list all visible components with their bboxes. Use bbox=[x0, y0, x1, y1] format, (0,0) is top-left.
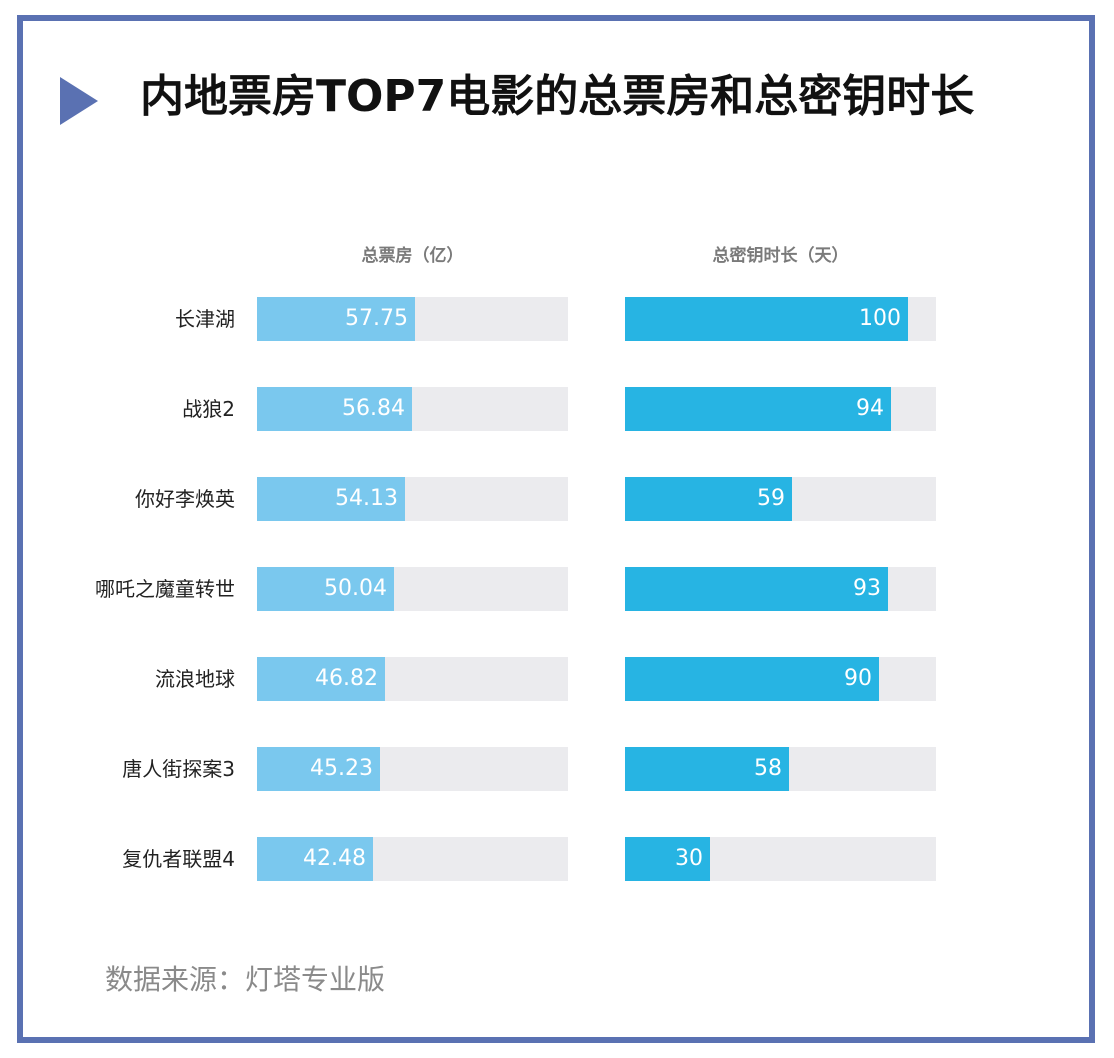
key-duration-value-label: 59 bbox=[757, 486, 785, 511]
key-duration-column-header: 总密钥时长（天） bbox=[712, 246, 849, 266]
category-label: 战狼2 bbox=[182, 397, 235, 421]
key-duration-bar bbox=[625, 567, 888, 611]
box-office-bar bbox=[257, 387, 412, 431]
box-office-bar bbox=[257, 297, 415, 341]
key-duration-bar bbox=[625, 297, 908, 341]
box-office-value-label: 56.84 bbox=[342, 396, 405, 421]
category-label: 复仇者联盟4 bbox=[122, 847, 235, 871]
box-office-value-label: 50.04 bbox=[324, 576, 387, 601]
key-duration-bar bbox=[625, 837, 710, 881]
chart-title: 内地票房TOP7电影的总票房和总密钥时长 bbox=[140, 71, 975, 122]
key-duration-value-label: 30 bbox=[675, 846, 703, 871]
category-label: 你好李焕英 bbox=[135, 487, 235, 511]
box-office-bar bbox=[257, 657, 385, 701]
box-office-bar bbox=[257, 747, 380, 791]
box-office-value-label: 42.48 bbox=[303, 846, 366, 871]
title-arrow-icon bbox=[60, 77, 98, 125]
box-office-bar bbox=[257, 477, 405, 521]
key-duration-bar bbox=[625, 657, 879, 701]
box-office-value-label: 45.23 bbox=[310, 756, 373, 781]
key-duration-value-label: 93 bbox=[853, 576, 881, 601]
key-duration-value-label: 58 bbox=[754, 756, 782, 781]
key-duration-value-label: 90 bbox=[844, 666, 872, 691]
key-duration-bar bbox=[625, 477, 792, 521]
box-office-value-label: 57.75 bbox=[345, 306, 408, 331]
box-office-column-header: 总票房（亿） bbox=[361, 246, 464, 266]
category-label: 唐人街探案3 bbox=[122, 757, 235, 781]
key-duration-bar bbox=[625, 387, 891, 431]
key-duration-bar bbox=[625, 747, 789, 791]
category-label: 流浪地球 bbox=[155, 667, 235, 691]
key-duration-value-label: 100 bbox=[859, 306, 901, 331]
box-office-value-label: 54.13 bbox=[335, 486, 398, 511]
box-office-bar bbox=[257, 837, 373, 881]
box-office-bar bbox=[257, 567, 394, 611]
chart-frame bbox=[17, 15, 1095, 1043]
category-label: 哪吒之魔童转世 bbox=[95, 577, 235, 601]
data-source: 数据来源：灯塔专业版 bbox=[105, 963, 386, 996]
category-label: 长津湖 bbox=[175, 307, 235, 331]
box-office-value-label: 46.82 bbox=[315, 666, 378, 691]
key-duration-value-label: 94 bbox=[856, 396, 884, 421]
